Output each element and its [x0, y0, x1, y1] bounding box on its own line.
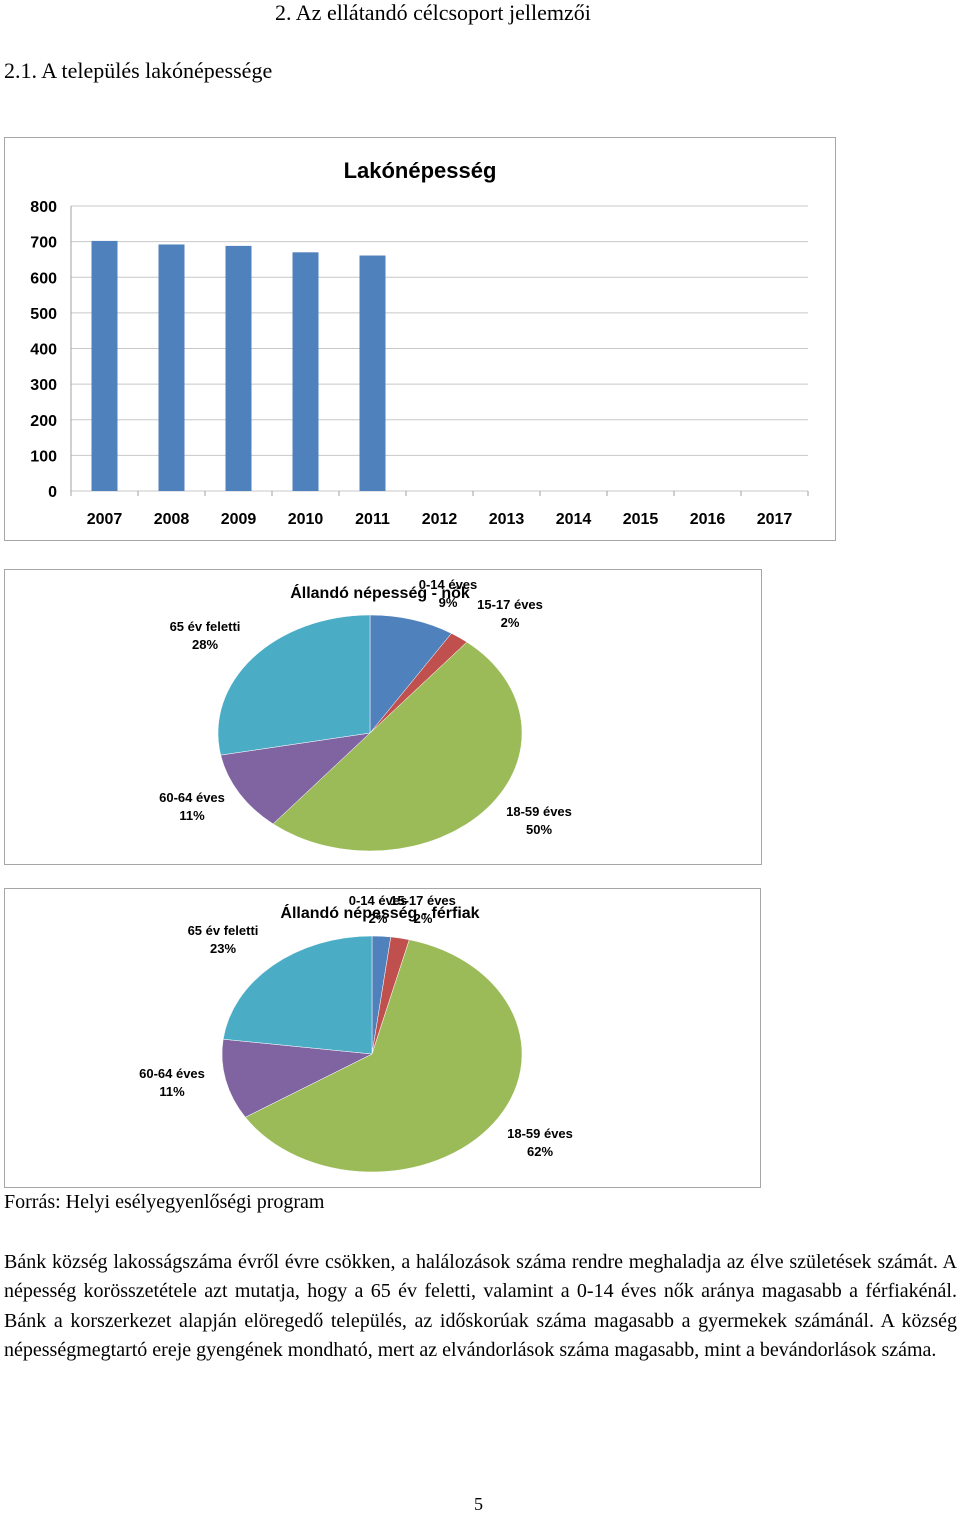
pie-pct-1: 2% [414, 911, 433, 926]
y-tick-label: 600 [30, 270, 57, 287]
pie-label-0: 0-14 éves [349, 893, 408, 908]
page-number: 5 [474, 1494, 483, 1514]
pie-pct-3: 11% [159, 1084, 185, 1099]
pie-label-2: 18-59 éves [507, 1126, 573, 1141]
pie-slice-0 [369, 614, 452, 734]
pie-pct-2: 50% [526, 822, 552, 837]
pie-label-3: 60-64 éves [159, 790, 225, 805]
pie-label-1: 15-17 éves [390, 893, 456, 908]
pie-slice-2 [244, 939, 523, 1173]
pie-pct-0: 9% [439, 595, 458, 610]
pie-pct-1: 2% [501, 615, 520, 630]
bar-chart-svg: Lakónépesség 0 100 200 300 400 500 600 700 800 200… [30, 158, 809, 528]
pie-pct-4: 28% [192, 637, 218, 652]
bar-2008 [158, 244, 185, 491]
pie-label-3: 60-64 éves [139, 1066, 205, 1081]
pie-label-4: 65 év feletti [188, 923, 259, 938]
pie-label-2: 18-59 éves [506, 804, 572, 819]
women-pie-chart: Állandó népesség - nők 0-14 éves 9% 15-17 é… [4, 569, 762, 865]
x-tick-label: 2014 [556, 511, 592, 528]
x-tick-label: 2017 [757, 511, 793, 528]
pie-slice-2 [272, 641, 523, 852]
bar-2009 [225, 245, 252, 491]
pie-pct-3: 11% [179, 808, 205, 823]
body-paragraph: Bánk község lakosságszáma évről évre csö… [4, 1251, 957, 1361]
population-bar-chart: Lakónépesség 0 100 200 300 400 500 600 700 800 200… [4, 137, 836, 541]
pie-slice-4 [217, 614, 371, 756]
subsection-heading: 2.1. A település lakónépessége [4, 58, 273, 83]
source-note: Forrás: Helyi esélyegyenlőségi program [4, 1191, 325, 1213]
pie-label-1: 15-17 éves [477, 597, 543, 612]
x-tick-label: 2008 [154, 511, 190, 528]
pie-pct-0: 2% [369, 911, 388, 926]
pie-chart-title: Állandó népesség - nők [290, 583, 470, 602]
pie-label-0: 0-14 éves [419, 577, 478, 592]
pie-slice-3 [221, 1038, 373, 1118]
men-pie-chart: Állandó népesség - férfiak 0-14 éves 2% 15-… [4, 888, 761, 1188]
bar-2011 [359, 255, 386, 491]
x-tick-label: 2010 [288, 511, 324, 528]
x-tick-label: 2009 [221, 511, 257, 528]
bar-2007 [91, 240, 118, 491]
bar-chart-title: Lakónépesség [344, 158, 497, 183]
x-tick-label: 2013 [489, 511, 525, 528]
y-tick-label: 100 [30, 448, 57, 465]
pie-slice-4 [222, 935, 373, 1055]
x-tick-label: 2016 [690, 511, 726, 528]
x-tick-label: 2011 [355, 511, 390, 528]
pie-chart-title: Állandó népesség - férfiak [280, 903, 479, 922]
y-tick-label: 800 [30, 199, 57, 216]
pie-label-4: 65 év feletti [170, 619, 241, 634]
pie-pct-2: 62% [527, 1144, 553, 1159]
x-tick-label: 2012 [422, 511, 458, 528]
pie-slice-3 [220, 732, 371, 825]
x-tick-label: 2007 [87, 511, 123, 528]
bar-2010 [292, 252, 319, 491]
pie-pct-4: 23% [210, 941, 236, 956]
y-tick-label: 400 [30, 342, 57, 359]
y-tick-label: 200 [30, 413, 57, 430]
y-tick-label: 0 [48, 484, 57, 501]
y-tick-label: 700 [30, 235, 57, 252]
y-tick-label: 500 [30, 306, 57, 323]
section-heading: 2. Az ellátandó célcsoport jellemzői [275, 0, 591, 25]
x-tick-label: 2015 [623, 511, 659, 528]
y-tick-label: 300 [30, 377, 57, 394]
